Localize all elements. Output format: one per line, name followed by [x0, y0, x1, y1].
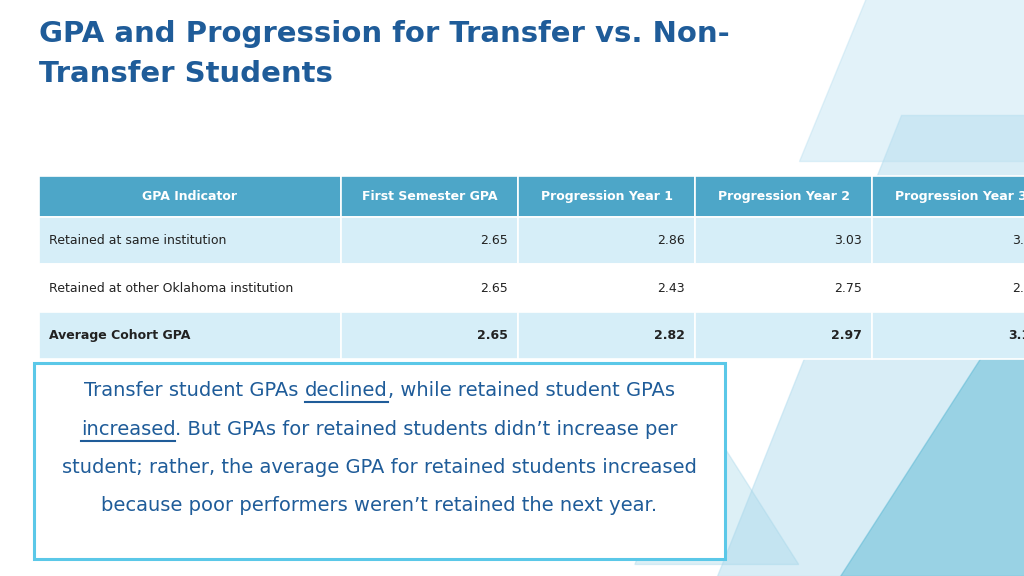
Polygon shape — [840, 259, 1024, 576]
Text: declined: declined — [305, 381, 387, 400]
Text: 2.65: 2.65 — [480, 234, 508, 247]
FancyBboxPatch shape — [518, 312, 695, 359]
Text: because poor performers weren’t retained the next year.: because poor performers weren’t retained… — [101, 497, 657, 515]
FancyBboxPatch shape — [39, 176, 341, 217]
FancyBboxPatch shape — [872, 217, 1024, 264]
Text: 2.75: 2.75 — [835, 282, 862, 294]
Text: 2.91: 2.91 — [1012, 282, 1024, 294]
Text: Progression Year 2: Progression Year 2 — [718, 190, 850, 203]
FancyBboxPatch shape — [341, 176, 518, 217]
Text: . But GPAs for retained students didn’t increase per: . But GPAs for retained students didn’t … — [175, 420, 678, 438]
Text: Retained at other Oklahoma institution: Retained at other Oklahoma institution — [49, 282, 294, 294]
Text: Progression Year 1: Progression Year 1 — [541, 190, 673, 203]
Text: Transfer student GPAs: Transfer student GPAs — [84, 381, 305, 400]
Text: GPA Indicator: GPA Indicator — [142, 190, 238, 203]
Text: 3.19: 3.19 — [1012, 234, 1024, 247]
Text: 2.82: 2.82 — [654, 329, 685, 342]
Text: Transfer Students: Transfer Students — [39, 60, 333, 89]
Text: First Semester GPA: First Semester GPA — [361, 190, 498, 203]
Text: 2.43: 2.43 — [657, 282, 685, 294]
FancyBboxPatch shape — [341, 264, 518, 312]
FancyBboxPatch shape — [39, 264, 341, 312]
Text: 3.03: 3.03 — [835, 234, 862, 247]
Text: 2.65: 2.65 — [480, 282, 508, 294]
Text: 2.97: 2.97 — [831, 329, 862, 342]
FancyBboxPatch shape — [518, 176, 695, 217]
FancyBboxPatch shape — [341, 312, 518, 359]
FancyBboxPatch shape — [695, 176, 872, 217]
FancyBboxPatch shape — [518, 264, 695, 312]
Text: 3.12: 3.12 — [1009, 329, 1024, 342]
FancyBboxPatch shape — [872, 176, 1024, 217]
Text: Retained at same institution: Retained at same institution — [49, 234, 226, 247]
Text: increased: increased — [81, 420, 175, 438]
FancyBboxPatch shape — [34, 363, 725, 559]
Text: GPA and Progression for Transfer vs. Non-: GPA and Progression for Transfer vs. Non… — [39, 20, 730, 48]
Text: Average Cohort GPA: Average Cohort GPA — [49, 329, 190, 342]
FancyBboxPatch shape — [341, 217, 518, 264]
Text: , while retained student GPAs: , while retained student GPAs — [387, 381, 675, 400]
Polygon shape — [799, 0, 1024, 161]
FancyBboxPatch shape — [872, 312, 1024, 359]
FancyBboxPatch shape — [695, 312, 872, 359]
FancyBboxPatch shape — [695, 264, 872, 312]
Polygon shape — [635, 403, 799, 564]
FancyBboxPatch shape — [39, 312, 341, 359]
Text: 2.65: 2.65 — [477, 329, 508, 342]
FancyBboxPatch shape — [518, 217, 695, 264]
FancyBboxPatch shape — [39, 217, 341, 264]
FancyBboxPatch shape — [872, 264, 1024, 312]
Text: student; rather, the average GPA for retained students increased: student; rather, the average GPA for ret… — [62, 458, 696, 477]
FancyBboxPatch shape — [695, 217, 872, 264]
Text: Progression Year 3: Progression Year 3 — [895, 190, 1024, 203]
Text: 2.86: 2.86 — [657, 234, 685, 247]
Polygon shape — [717, 115, 1024, 576]
